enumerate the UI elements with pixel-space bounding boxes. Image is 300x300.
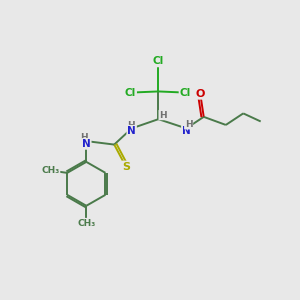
Text: CH₃: CH₃	[77, 219, 95, 228]
Text: H: H	[127, 121, 134, 130]
Text: Cl: Cl	[179, 88, 191, 98]
Text: O: O	[196, 89, 205, 99]
Text: H: H	[185, 120, 192, 129]
Text: H: H	[80, 133, 87, 142]
Text: CH₃: CH₃	[41, 166, 60, 175]
Text: N: N	[82, 139, 91, 149]
Text: Cl: Cl	[153, 56, 164, 66]
Text: N: N	[127, 126, 136, 136]
Text: H: H	[159, 110, 167, 119]
Text: N: N	[182, 126, 191, 136]
Text: S: S	[122, 161, 130, 172]
Text: Cl: Cl	[125, 88, 136, 98]
